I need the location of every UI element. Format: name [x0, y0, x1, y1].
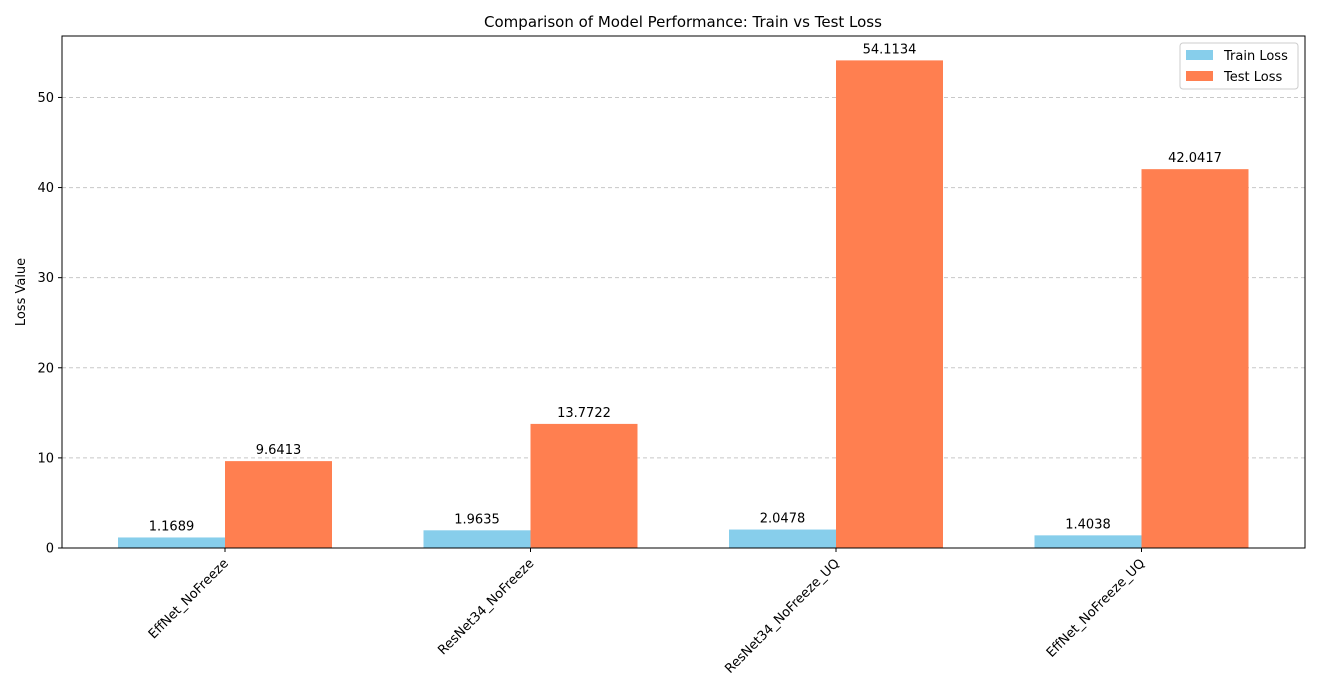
bar-train-loss-effnet-nofreeze — [118, 537, 225, 548]
bar-test-loss-resnet34-nofreeze-uq — [836, 60, 943, 548]
y-tick-label-0: 0 — [46, 542, 54, 557]
value-label-train-loss-effnet-nofreeze: 1.1689 — [149, 519, 195, 534]
bar-test-loss-effnet-nofreeze-uq — [1141, 169, 1249, 548]
x-tick-label-resnet34-nofreeze-uq: ResNet34_NoFreeze_UQ — [722, 556, 843, 677]
plot-frame — [61, 35, 1306, 549]
value-label-test-loss-resnet34-nofreeze: 13.7722 — [557, 406, 611, 421]
value-label-test-loss-effnet-nofreeze-uq: 42.0417 — [1168, 151, 1222, 166]
gridlines — [62, 96, 1305, 459]
legend-label-test-loss: Test Loss — [1223, 70, 1282, 85]
y-tick-label-10: 10 — [37, 451, 54, 466]
bar-train-loss-resnet34-nofreeze — [423, 530, 531, 548]
y-tick-label-50: 50 — [37, 91, 54, 106]
value-labels: 1.1689 9.6413 1.9635 13.7722 2.0478 54.1134 1.… — [149, 42, 1222, 534]
value-label-train-loss-effnet-nofreeze-uq: 1.4038 — [1065, 517, 1111, 532]
legend: Train Loss Test Loss — [1179, 42, 1299, 90]
bar-train-loss-effnet-nofreeze-uq — [1034, 535, 1142, 548]
value-label-test-loss-effnet-nofreeze: 9.6413 — [256, 443, 302, 458]
bar-test-loss-effnet-nofreeze — [225, 461, 332, 548]
legend-label-train-loss: Train Loss — [1223, 49, 1288, 64]
value-label-test-loss-resnet34-nofreeze-uq: 54.1134 — [863, 42, 917, 57]
value-label-train-loss-resnet34-nofreeze-uq: 2.0478 — [760, 512, 806, 527]
x-tick-label-effnet-nofreeze-uq: EffNet_NoFreeze_UQ — [1044, 556, 1149, 661]
x-tick-label-resnet34-nofreeze: ResNet34_NoFreeze — [435, 556, 537, 658]
value-label-train-loss-resnet34-nofreeze: 1.9635 — [454, 512, 500, 527]
x-tick-label-effnet-nofreeze: EffNet_NoFreeze — [146, 556, 232, 642]
bar-train-loss-resnet34-nofreeze-uq — [729, 529, 836, 548]
x-axis-ticks: EffNet_NoFreeze ResNet34_NoFreeze ResNet34… — [146, 548, 1148, 677]
y-tick-label-20: 20 — [37, 361, 54, 376]
y-tick-label-30: 30 — [37, 271, 54, 286]
bars — [118, 60, 1249, 548]
legend-swatch-train-loss — [1186, 50, 1213, 60]
y-axis-label: Loss Value — [14, 258, 29, 326]
bar-test-loss-resnet34-nofreeze — [530, 423, 638, 548]
y-axis-ticks: 0 10 20 30 40 50 — [37, 91, 62, 557]
y-tick-label-40: 40 — [37, 181, 54, 196]
chart-title: Comparison of Model Performance: Train v… — [484, 13, 882, 31]
legend-swatch-test-loss — [1186, 71, 1213, 81]
